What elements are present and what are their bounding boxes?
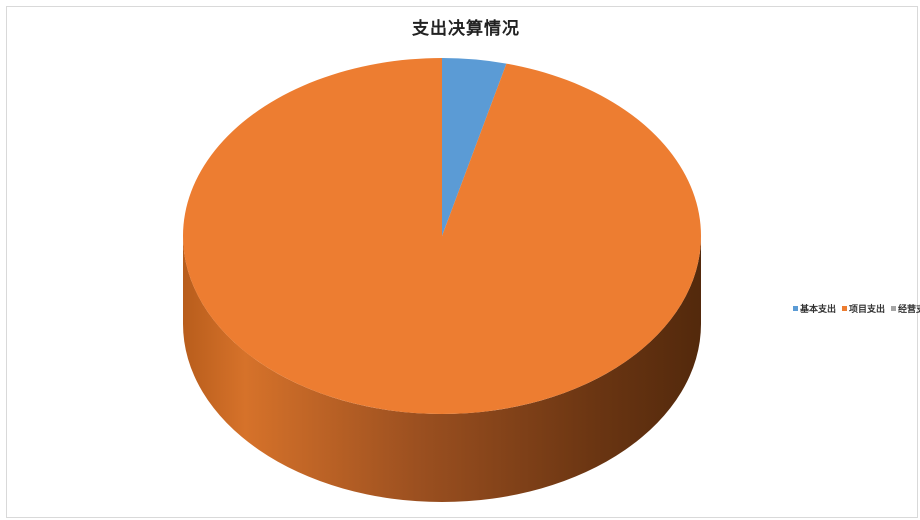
pie-slice: 项目支出 [182,58,702,415]
legend-label: 经营支出 [898,305,920,315]
legend-swatch [793,306,798,311]
pie-side-wall [183,236,701,502]
pie-slice: 基本支出 [442,58,507,236]
legend-swatch [842,306,848,311]
legend-item: 项目支出 [842,302,885,315]
legend-label: 基本支出 [800,305,837,315]
legend-label: 项目支出 [849,305,886,315]
chart-title: 支出决算情况 [412,19,520,39]
legend-item: 基本支出 [793,302,836,315]
legend-swatch [891,306,897,311]
chart-legend: 基本支出 项目支出 经营支出 [793,302,920,315]
legend-item: 经营支出 [891,302,920,315]
pie-side-wall-face [183,236,701,502]
